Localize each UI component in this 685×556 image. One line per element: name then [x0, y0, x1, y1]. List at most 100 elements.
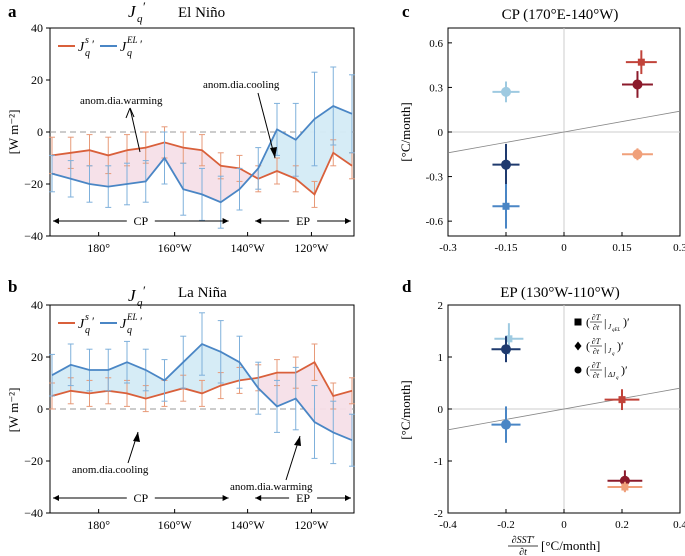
c-ytick-label: -0.3: [426, 172, 444, 184]
svg-text:|: |: [604, 364, 606, 378]
d-ytick-label: 0: [438, 404, 444, 416]
b-annotation-cooling: anom.dia.cooling: [72, 464, 149, 476]
svg-text:q: q: [85, 48, 90, 59]
a-series-el-line: [51, 104, 353, 204]
b-xtick-label: 120°W: [294, 518, 329, 532]
a-ytick-label: 0: [37, 125, 43, 139]
d-legend-marker-0: [574, 318, 582, 326]
panel-c-title: CP (170°E-140°W): [502, 7, 619, 23]
b-fill-segment: [108, 362, 127, 394]
a-fill-segment: [127, 147, 146, 184]
a-region-ep-label: EP: [296, 214, 310, 228]
c-ytick-label: 0.6: [429, 38, 443, 50]
svg-text:∂t: ∂t: [593, 371, 600, 380]
svg-text:(: (: [586, 315, 590, 329]
svg-text:)′: )′: [617, 339, 624, 353]
a-fill-segment: [295, 119, 315, 195]
c-xtick-label: 0.3: [673, 242, 685, 254]
c-ytick-label: -0.6: [426, 216, 444, 228]
a-fill-segment: [108, 150, 127, 187]
svg-text:qEL: qEL: [612, 328, 621, 333]
a-xtick-label: 140°W: [231, 241, 266, 255]
panel-a: a J q ′ El Niño [W m⁻²] 40 20 0 −20 −40 180° 1…: [6, 0, 355, 255]
panel-d-title: EP (130°W-110°W): [500, 285, 620, 301]
a-annotation-warming: anom.dia.warming: [80, 95, 163, 107]
svg-text:s: s: [85, 312, 89, 323]
panel-d: d EP (130°W-110°W) [°C/month] ∂SST′ ∂t […: [398, 277, 685, 556]
a-xtick-label: 160°W: [158, 241, 193, 255]
svg-text:EL: EL: [126, 35, 138, 45]
panel-b: b J q ′ La Niña [W m⁻²] 40 20 0 −20 −40 180° 1…: [6, 277, 355, 532]
panel-d-xlabel-unit: [°C/month]: [541, 538, 600, 553]
b-legend-s-label: J: [78, 317, 85, 332]
a-fill-segment: [145, 142, 165, 182]
panel-a-title-sub: q: [137, 13, 143, 25]
c-point-5: [632, 149, 643, 160]
svg-text:∂t: ∂t: [593, 323, 600, 332]
a-annotation-warming-arrow: [129, 107, 141, 153]
svg-text:)′: )′: [623, 315, 630, 329]
c-xtick-label: 0: [561, 242, 567, 254]
b-ytick-label: −40: [24, 506, 43, 520]
b-fill-segment: [145, 370, 165, 399]
b-fill-segment: [295, 362, 315, 422]
c-xtick-label: -0.3: [439, 242, 457, 254]
svg-text:′: ′: [143, 0, 146, 14]
d-point-2: [501, 419, 511, 430]
b-series-s-line: [51, 360, 353, 400]
svg-text:q: q: [127, 325, 132, 336]
c-point-3: [637, 58, 645, 66]
panel-d-ylabel: [°C/month]: [398, 380, 413, 439]
a-series-s-line: [51, 141, 353, 196]
d-legend-marker-2: [574, 366, 582, 374]
a-annotation-cooling: anom.dia.cooling: [203, 79, 280, 91]
panel-d-xlabel-den: ∂t: [519, 547, 527, 556]
svg-text:′: ′: [143, 283, 146, 298]
svg-text:(: (: [586, 339, 590, 353]
a-region-ep-arrow-right: [345, 218, 351, 224]
svg-text:′: ′: [92, 37, 95, 51]
b-fill-segment: [333, 390, 352, 441]
panel-c-label: c: [402, 2, 410, 21]
svg-text:|: |: [604, 340, 606, 354]
d-legend-label-0: J: [608, 323, 612, 331]
b-fill-segment: [183, 344, 202, 394]
a-fill-segment: [220, 165, 240, 203]
b-region-cp-arrow-left: [53, 495, 59, 501]
b-fill-segment: [164, 362, 184, 394]
a-region-cp-arrow-right: [222, 218, 229, 224]
panel-b-ylabel: [W m⁻²]: [6, 388, 21, 433]
d-legend-label-2: ΔJ: [607, 371, 616, 379]
b-ytick-label: 40: [31, 298, 43, 312]
a-region-cp-arrow-left: [53, 218, 59, 224]
d-point-1: [501, 344, 511, 355]
d-xtick-label: -0.2: [497, 519, 514, 531]
c-xtick-label: -0.15: [495, 242, 518, 254]
a-ytick-label: 20: [31, 73, 43, 87]
a-legend-s-label: J: [78, 40, 85, 55]
svg-text:(: (: [586, 363, 590, 377]
svg-text:′: ′: [140, 314, 143, 328]
panel-d-xlabel-num: ∂SST′: [512, 535, 536, 546]
b-ytick-label: 0: [37, 402, 43, 416]
c-xtick-label: 0.15: [612, 242, 632, 254]
a-ytick-label: −40: [24, 229, 43, 243]
svg-text:)′: )′: [621, 363, 628, 377]
a-fill-segment: [164, 142, 184, 190]
svg-text:q: q: [127, 48, 132, 59]
a-fill-segment: [183, 147, 202, 195]
a-xtick-label: 120°W: [294, 241, 329, 255]
svg-text:∂t: ∂t: [593, 347, 600, 356]
c-point-2: [502, 202, 510, 210]
b-ytick-label: −20: [24, 454, 43, 468]
a-fill-segment: [70, 150, 90, 184]
c-ytick-label: 0: [438, 127, 444, 139]
c-ytick-label: 0.3: [429, 82, 443, 94]
a-region-ep-arrow-left: [255, 218, 262, 224]
a-xtick-label: 180°: [87, 241, 110, 255]
svg-text:|: |: [604, 316, 606, 330]
a-fill-segment: [89, 150, 109, 187]
c-point-0: [501, 86, 511, 97]
a-annotation-cooling-arrow: [257, 92, 276, 159]
